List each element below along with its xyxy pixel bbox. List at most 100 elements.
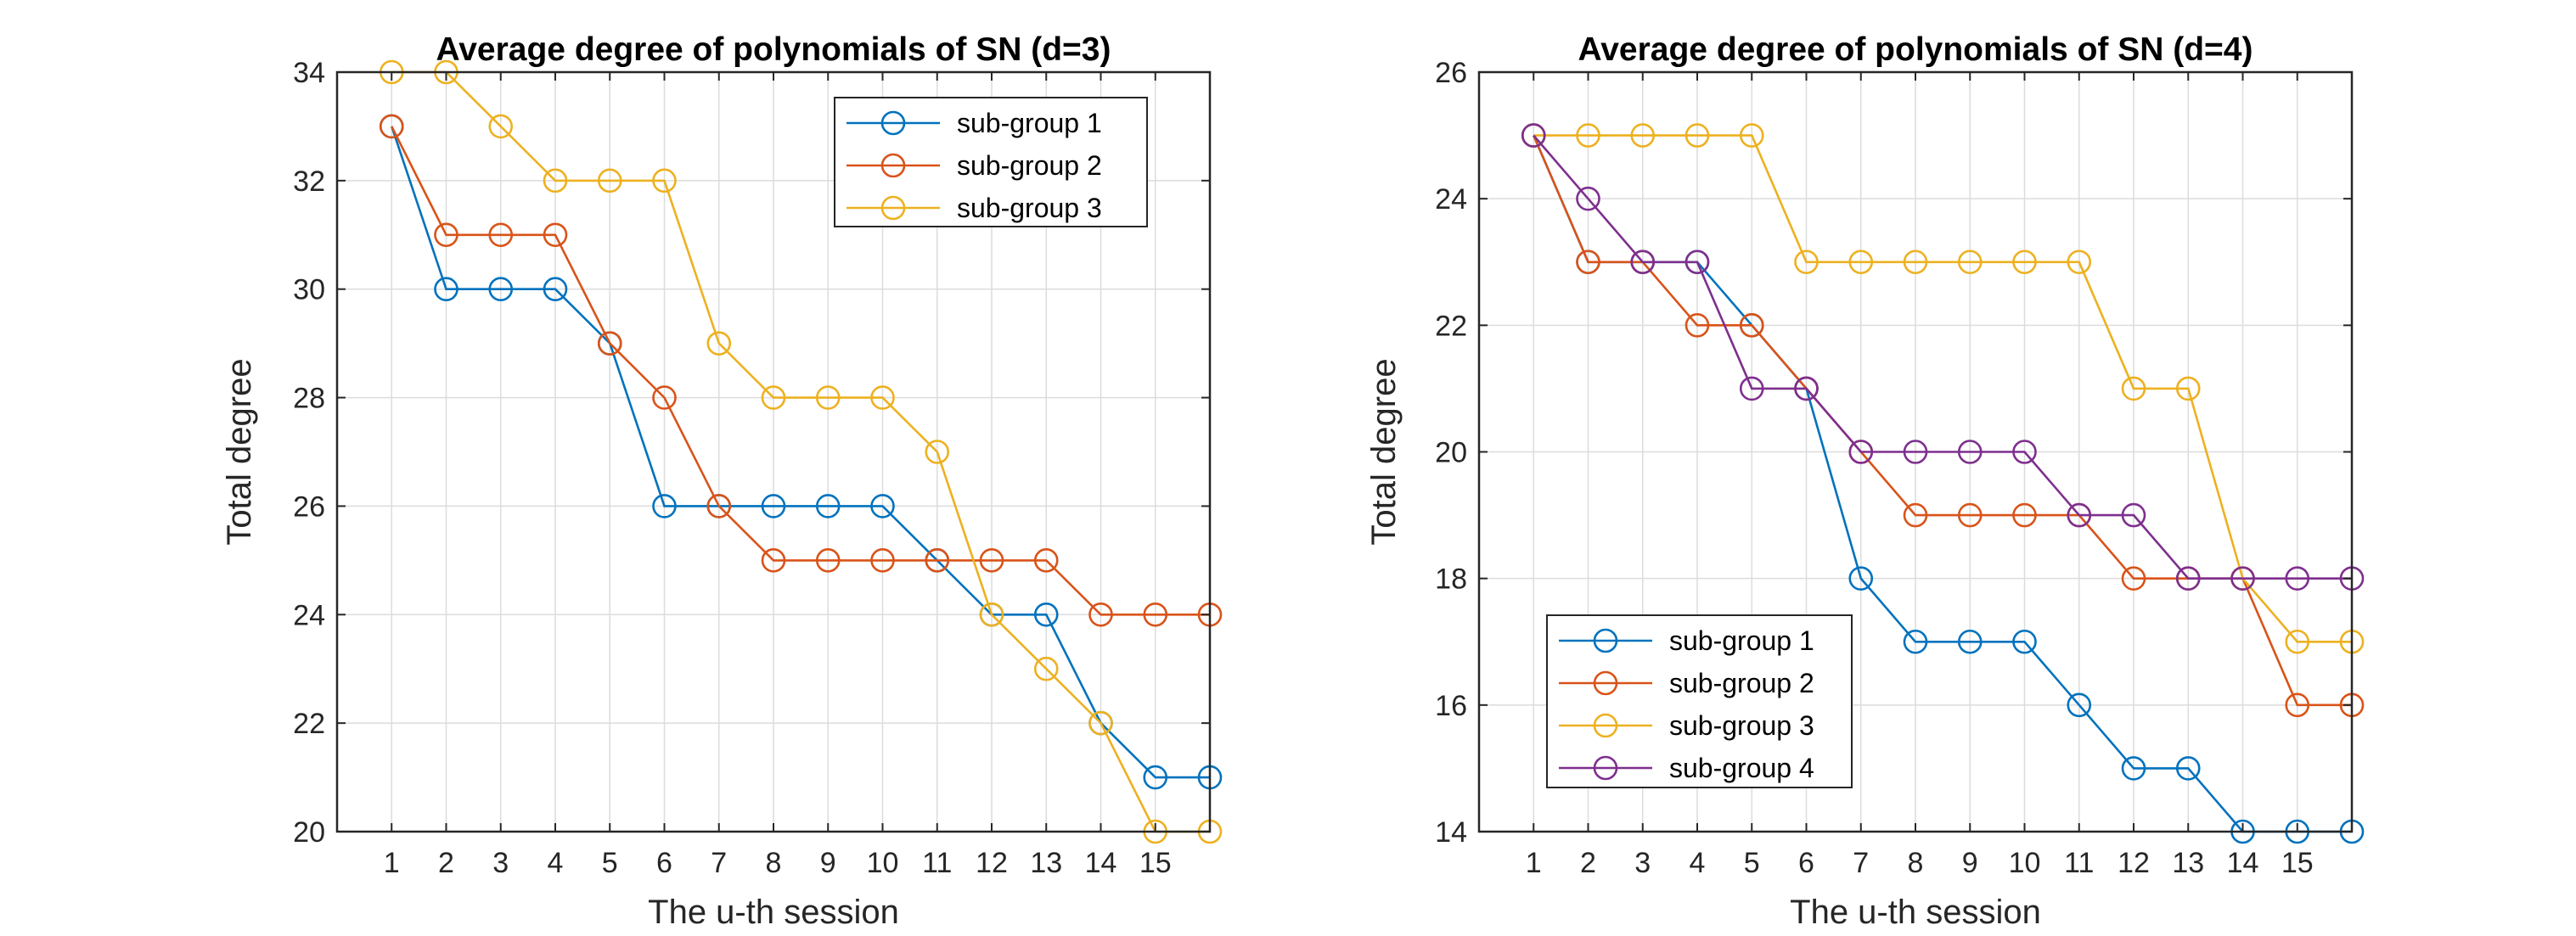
data-point <box>543 168 568 193</box>
legend-marker <box>1593 670 1618 696</box>
data-point <box>1143 602 1168 627</box>
data-point <box>2067 249 2092 275</box>
data-point <box>1903 502 1928 528</box>
data-point <box>761 494 786 518</box>
y-tick-label: 24 <box>1435 183 1467 216</box>
y-tick-label: 20 <box>293 816 325 849</box>
data-point <box>379 114 404 139</box>
y-tick-label: 30 <box>293 274 325 306</box>
data-point <box>2067 692 2092 718</box>
data-point <box>488 222 514 248</box>
legend-label: sub-group 3 <box>957 193 1102 223</box>
series-line <box>1533 134 2352 643</box>
x-tick-label: 5 <box>1744 847 1760 879</box>
legend-marker <box>1593 755 1618 781</box>
x-tick-label: 4 <box>548 847 564 879</box>
y-tick-label: 22 <box>293 708 325 740</box>
data-point <box>1848 249 1874 275</box>
y-tick-label: 20 <box>1435 437 1467 469</box>
y-tick-label: 24 <box>293 599 325 631</box>
x-tick-label: 12 <box>976 847 1008 879</box>
data-point <box>2012 440 2037 464</box>
data-point <box>1794 249 1819 275</box>
x-tick-label: 15 <box>2281 847 2314 879</box>
y-axis-label: Total degree <box>221 358 258 545</box>
data-point <box>597 168 622 193</box>
data-point <box>652 385 677 410</box>
x-tick-label: 1 <box>1526 847 1542 879</box>
data-point <box>2175 376 2201 401</box>
legend-label: sub-group 2 <box>1669 668 1814 698</box>
legend-box <box>834 97 1148 227</box>
x-tick-label: 12 <box>2118 847 2150 879</box>
data-point <box>1903 249 1928 275</box>
x-tick-label: 14 <box>2227 847 2259 879</box>
legend: sub-group 1 sub-group 2 sub-group 3 <box>834 97 1148 227</box>
data-point <box>925 548 950 573</box>
x-tick-label: 8 <box>1908 847 1924 879</box>
data-point <box>2285 566 2310 591</box>
chart-title: Average degree of polynomials of SN (d=3… <box>436 31 1111 68</box>
legend-marker <box>1593 628 1618 653</box>
data-point <box>543 277 568 302</box>
data-point <box>1685 313 1710 338</box>
x-tick-label: 10 <box>867 847 899 879</box>
data-point <box>2067 502 2092 528</box>
data-point <box>1903 629 1928 654</box>
data-point <box>1521 123 1546 148</box>
data-point <box>1903 440 1928 464</box>
data-point <box>1739 123 1764 148</box>
y-tick-label: 32 <box>293 165 325 198</box>
data-point <box>925 440 950 464</box>
data-point <box>2012 249 2037 275</box>
data-point <box>2285 629 2310 654</box>
legend-marker <box>880 195 906 221</box>
x-axis-label: The u-th session <box>1790 894 2041 931</box>
data-point <box>434 277 458 302</box>
data-point <box>870 548 895 573</box>
data-point <box>2285 692 2310 718</box>
data-point <box>543 222 568 248</box>
data-point <box>2175 566 2201 591</box>
y-tick-label: 22 <box>1435 310 1467 342</box>
x-tick-label: 14 <box>1085 847 1117 879</box>
data-point <box>1848 566 1874 591</box>
data-point <box>1033 656 1059 681</box>
data-point <box>1739 376 1764 401</box>
legend-label: sub-group 1 <box>957 108 1102 138</box>
series-line <box>391 126 1210 779</box>
legend-label: sub-group 3 <box>1669 710 1814 741</box>
data-point <box>1957 249 1983 275</box>
data-point <box>1957 502 1983 528</box>
x-tick-label: 4 <box>1690 847 1706 879</box>
series-line <box>1533 134 2352 580</box>
data-point <box>1033 602 1059 627</box>
data-point <box>1739 313 1764 338</box>
data-point <box>761 385 786 410</box>
data-point <box>979 602 1004 627</box>
x-tick-label: 9 <box>820 847 836 879</box>
data-point <box>815 494 841 518</box>
data-point <box>1848 440 1874 464</box>
y-tick-label: 34 <box>293 57 325 89</box>
data-point <box>761 548 786 573</box>
data-point <box>1957 629 1983 654</box>
x-tick-label: 8 <box>766 847 782 879</box>
data-point <box>1143 765 1168 790</box>
data-point <box>979 548 1004 573</box>
data-point <box>815 385 841 410</box>
data-point <box>2121 566 2146 591</box>
legend-label: sub-group 4 <box>1669 753 1814 783</box>
data-point <box>815 548 841 573</box>
data-point <box>488 114 514 139</box>
data-point <box>597 331 622 356</box>
data-point <box>2121 756 2146 781</box>
chart-title: Average degree of polynomials of SN (d=4… <box>1578 31 2253 68</box>
legend-marker <box>880 110 906 136</box>
data-point <box>652 168 677 193</box>
data-point <box>2012 502 2037 528</box>
y-tick-label: 26 <box>1435 57 1467 89</box>
data-point <box>706 331 732 356</box>
legend-label: sub-group 1 <box>1669 625 1814 656</box>
